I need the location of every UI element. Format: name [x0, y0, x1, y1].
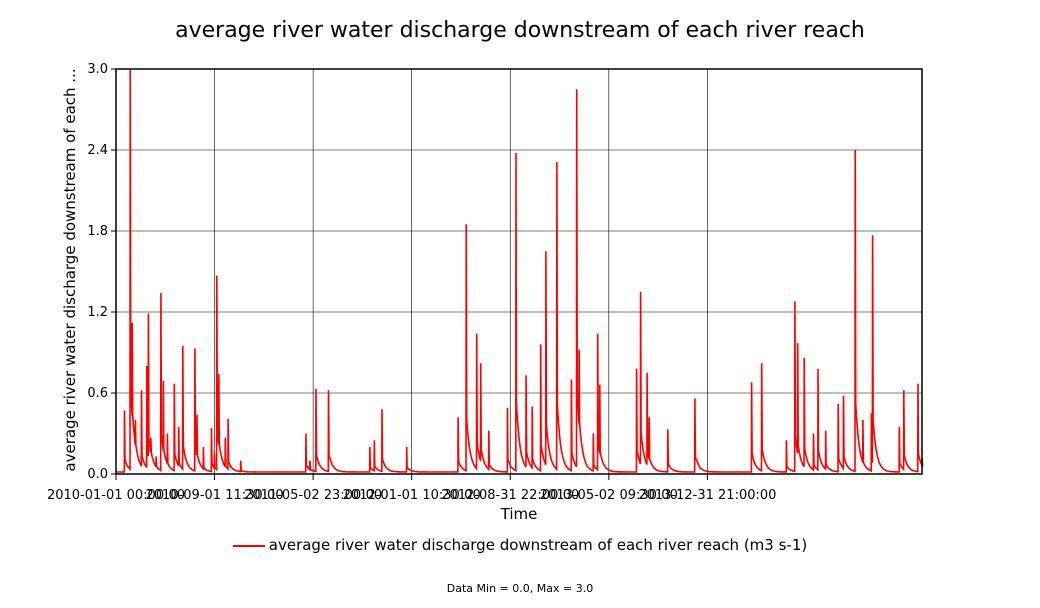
legend: average river water discharge downstream… — [0, 536, 1040, 554]
y-tick-label: 0.0 — [87, 467, 108, 482]
series-layer — [116, 68, 924, 473]
y-tick-label: 1.2 — [87, 305, 108, 320]
x-tick-label: 2011-05-02 23:00:00 — [244, 488, 382, 503]
x-tick-label: 2010-01-01 00:00:00 — [47, 488, 185, 503]
x-tick-label: 2013-05-02 09:30:00 — [540, 488, 678, 503]
plot-frame — [115, 68, 923, 475]
grid-lines — [115, 68, 922, 475]
legend-swatch — [232, 544, 265, 547]
x-tick-label: 2013-12-31 21:00:00 — [638, 488, 776, 503]
chart-title: average river water discharge downstream… — [175, 18, 865, 43]
y-tick-label: 3.0 — [87, 62, 108, 77]
x-tick-label: 2012-08-31 22:00:00 — [441, 488, 579, 503]
data-range-footer: Data Min = 0.0, Max = 3.0 — [446, 582, 594, 595]
y-tick-label: 0.6 — [87, 386, 108, 401]
x-axis-label: Time — [500, 505, 538, 523]
discharge-series-line — [116, 68, 924, 473]
legend-label: average river water discharge downstream… — [268, 536, 808, 554]
y-tick-label: 2.4 — [87, 143, 108, 158]
x-tick-label: 2012-01-01 10:30:00 — [343, 488, 481, 503]
y-axis-label: average river water discharge downstream… — [61, 68, 79, 471]
y-tick-label: 1.8 — [87, 224, 108, 239]
x-tick-label: 2010-09-01 11:30:00 — [146, 488, 284, 503]
